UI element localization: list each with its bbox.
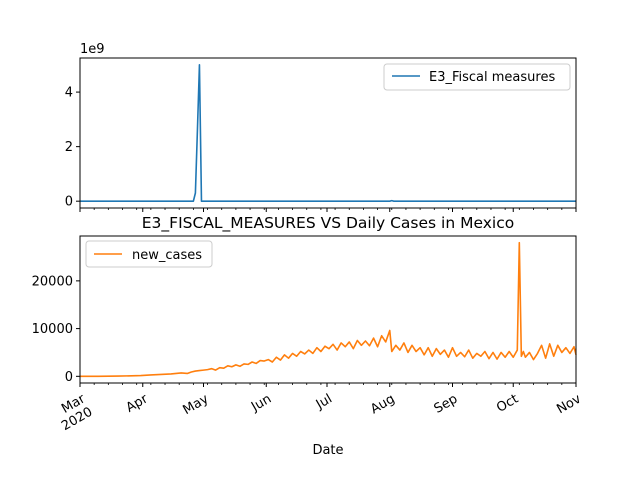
top-legend: E3_Fiscal measures xyxy=(383,63,571,91)
y-tick-label: 20000 xyxy=(32,274,73,289)
top-legend-box xyxy=(383,63,571,91)
top-legend-label: E3_Fiscal measures xyxy=(429,70,555,85)
x-tick-label-line: Jul xyxy=(313,392,335,413)
top-series-lines xyxy=(80,64,576,202)
y-tick-label: 0 xyxy=(65,370,73,385)
bottom-plot-frame xyxy=(79,235,577,384)
y-tick-label: 4 xyxy=(65,86,73,101)
y-tick-label: 10000 xyxy=(32,322,73,337)
y-tick-label: 2 xyxy=(65,140,73,155)
top-plot-frame xyxy=(79,57,577,209)
bottom-y-ticks: 0 10000 20000 xyxy=(32,274,80,385)
bottom-series-lines xyxy=(79,241,577,378)
series-line-new-cases xyxy=(79,241,577,378)
top-subplot: 1e9 0 2 4 E3_Fiscal measures xyxy=(65,42,577,212)
bottom-legend-label: new_cases xyxy=(132,248,202,263)
bottom-subplot: E3_FISCAL_MEASURES VS Daily Cases in Mex… xyxy=(32,214,584,458)
chart-title: E3_FISCAL_MEASURES VS Daily Cases in Mex… xyxy=(142,214,514,233)
bottom-legend: new_cases xyxy=(85,240,213,268)
top-y-offset-label: 1e9 xyxy=(80,42,105,57)
x-axis-label: Date xyxy=(312,443,343,458)
x-tick-label: Jul xyxy=(313,392,335,413)
series-line-e3-fiscal-measures xyxy=(80,64,576,202)
y-tick-label: 0 xyxy=(65,195,73,210)
top-y-ticks: 0 2 4 xyxy=(65,86,80,210)
bottom-legend-box xyxy=(85,240,213,268)
